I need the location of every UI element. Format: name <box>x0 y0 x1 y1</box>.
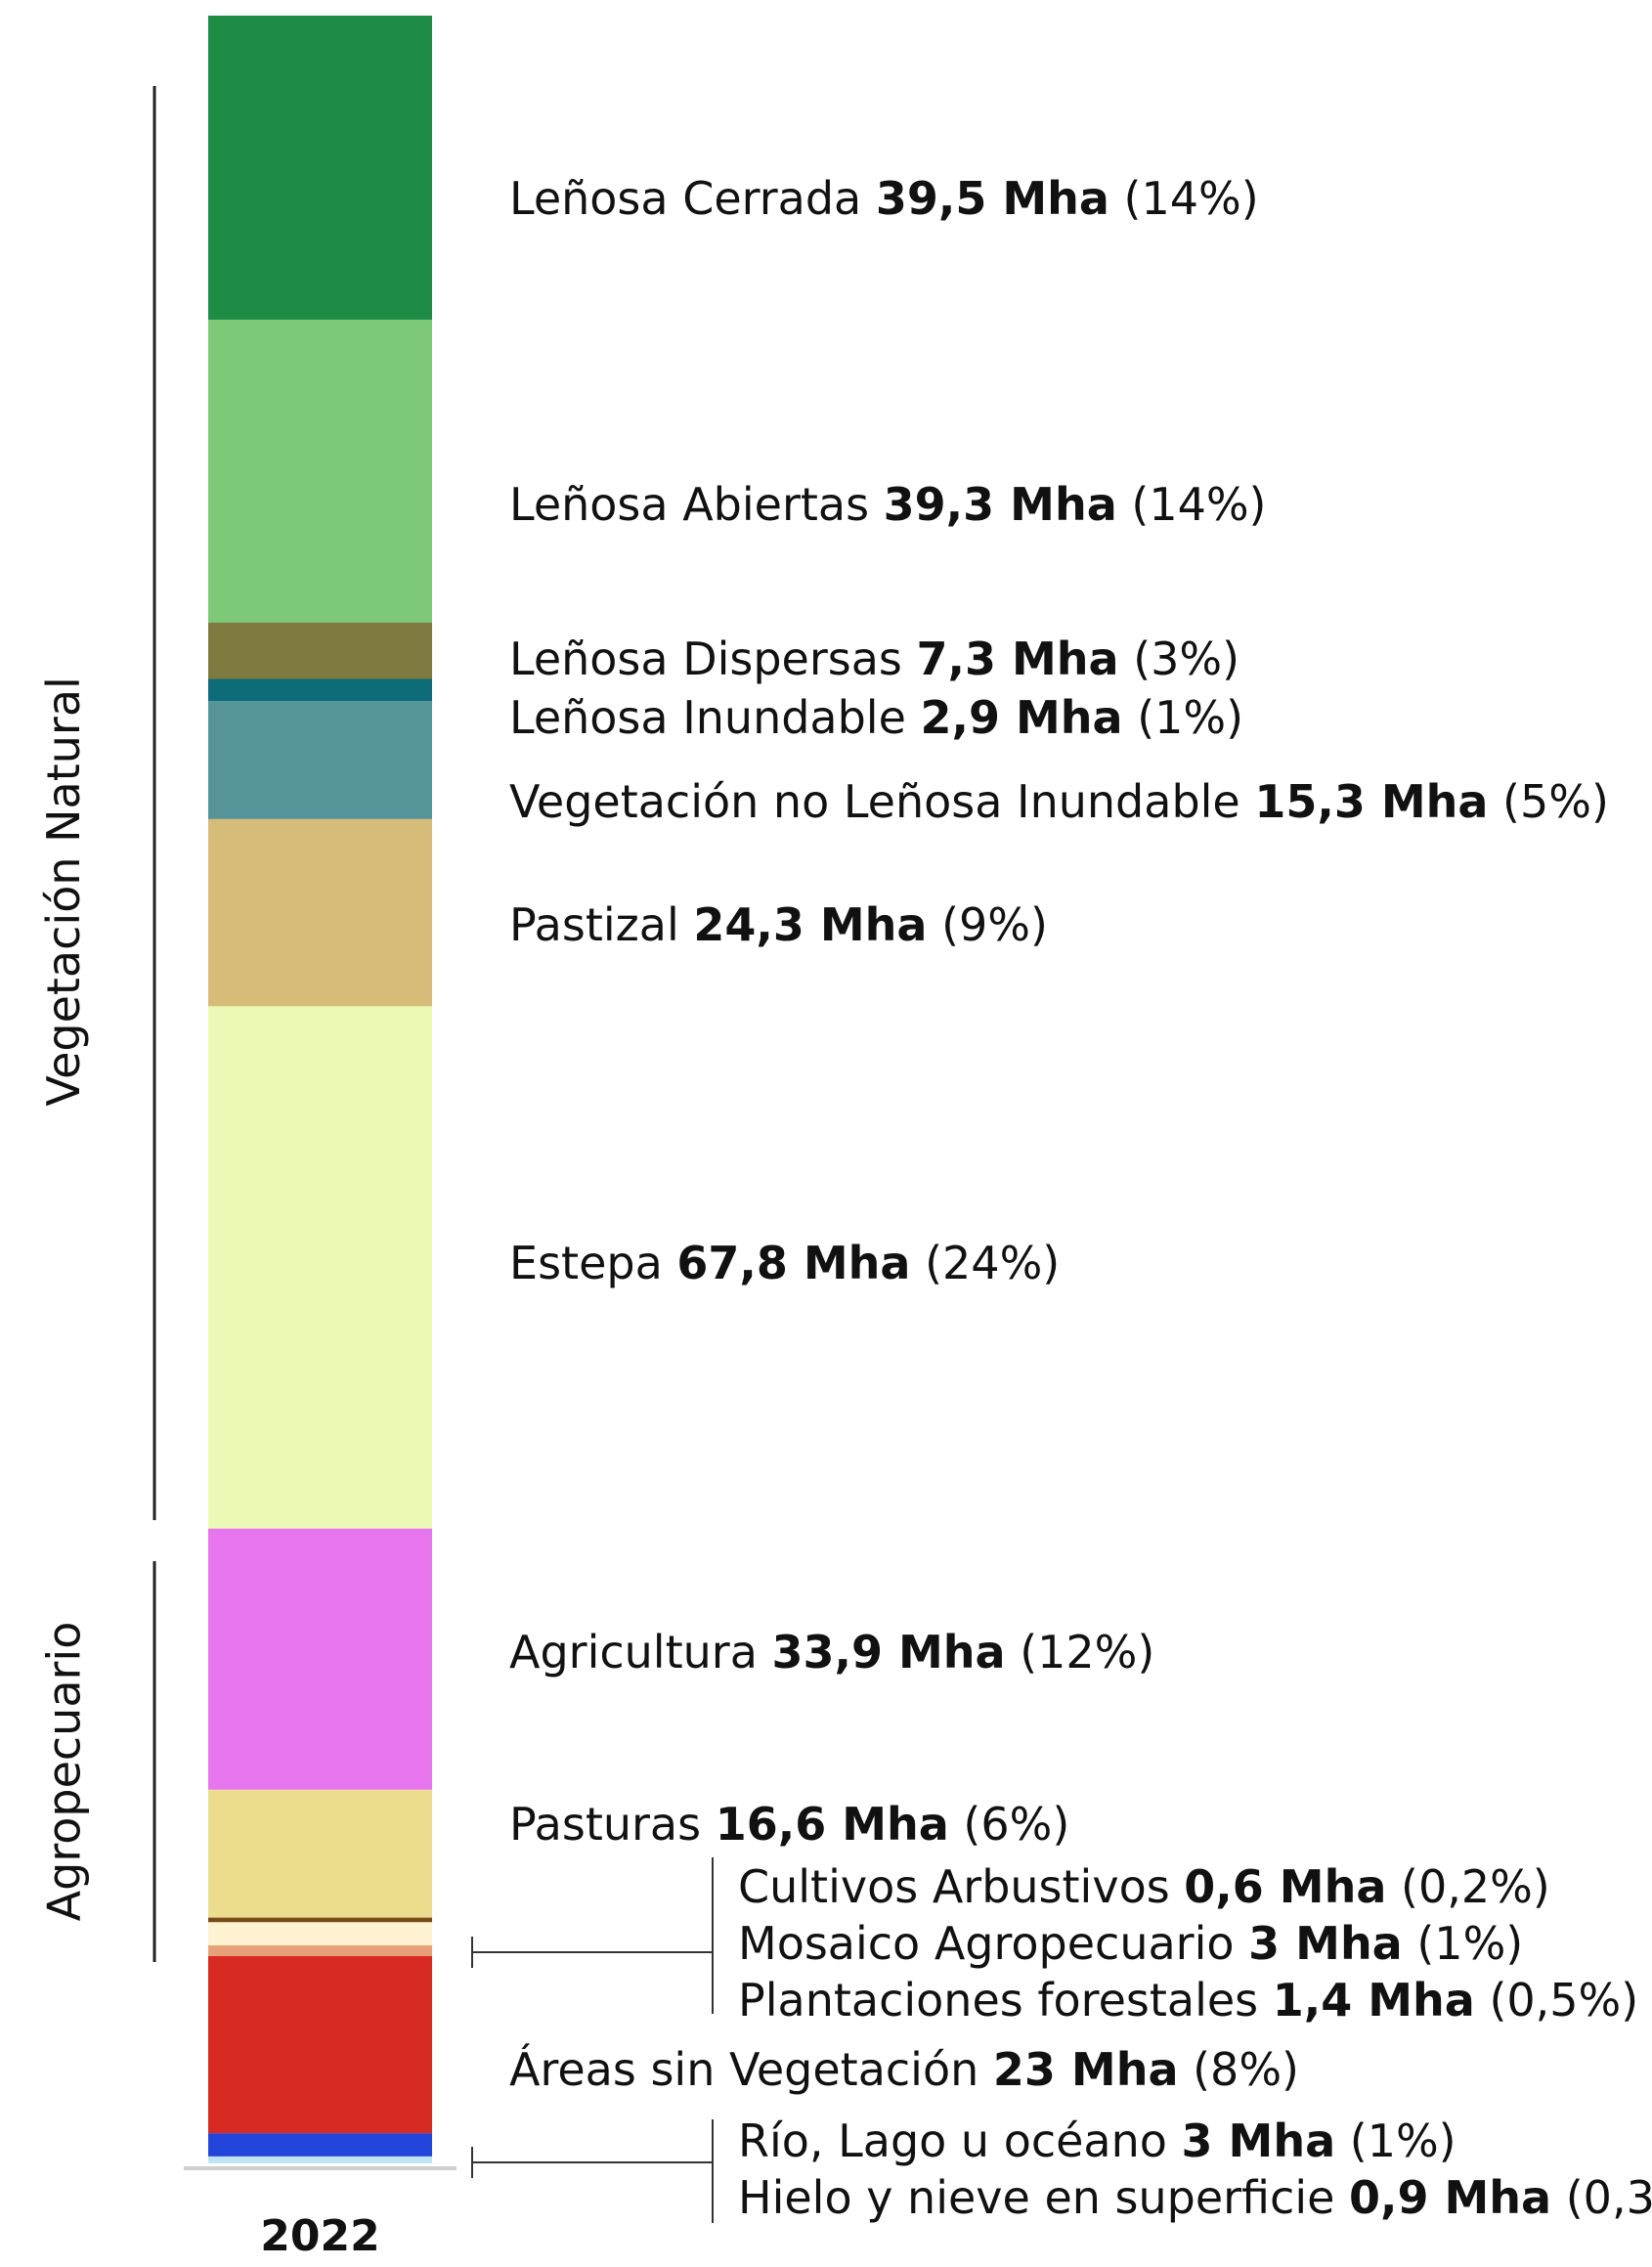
segment-category: Leñosa Cerrada <box>509 172 876 225</box>
segment-percent: (14%) <box>1116 478 1267 531</box>
segment-label-14: Hielo y nieve en superficie 0,9 Mha (0,3… <box>738 2175 1652 2220</box>
bar-segment-14 <box>208 2156 432 2163</box>
bar-segment-4 <box>208 701 432 819</box>
segment-percent: (5%) <box>1488 775 1609 828</box>
segment-label-7: Agricultura 33,9 Mha (12%) <box>509 1630 1154 1675</box>
segment-label-11: Plantaciones forestales 1,4 Mha (0,5%) <box>738 1978 1638 2023</box>
segment-value: 15,3 Mha <box>1254 775 1489 828</box>
segment-label-0: Leñosa Cerrada 39,5 Mha (14%) <box>509 176 1259 221</box>
segment-value: 3 Mha <box>1248 1917 1403 1970</box>
segment-value: 3 Mha <box>1181 2114 1336 2167</box>
segment-category: Leñosa Dispersas <box>509 632 917 685</box>
bar-segment-12 <box>208 1956 432 2134</box>
segment-category: Estepa <box>509 1237 677 1289</box>
segment-value: 24,3 Mha <box>693 898 928 951</box>
segment-label-10: Mosaico Agropecuario 3 Mha (1%) <box>738 1921 1523 1966</box>
bar-segment-10 <box>208 1922 432 1945</box>
segment-value: 1,4 Mha <box>1272 1974 1475 2027</box>
x-axis-category-label: 2022 <box>260 2211 380 2261</box>
segment-label-8: Pasturas 16,6 Mha (6%) <box>509 1802 1069 1847</box>
segment-value: 0,6 Mha <box>1184 1860 1387 1913</box>
bar-segment-2 <box>208 622 432 679</box>
segment-label-6: Estepa 67,8 Mha (24%) <box>509 1241 1060 1286</box>
bar-segment-7 <box>208 1528 432 1790</box>
segment-percent: (24%) <box>910 1237 1061 1289</box>
segment-value: 39,3 Mha <box>883 478 1117 531</box>
segment-percent: (1%) <box>1402 1917 1524 1970</box>
segment-label-9: Cultivos Arbustivos 0,6 Mha (0,2%) <box>738 1864 1550 1909</box>
segment-category: Cultivos Arbustivos <box>738 1860 1185 1913</box>
segment-value: 16,6 Mha <box>715 1798 949 1851</box>
bar-segment-3 <box>208 678 432 702</box>
group-label-vegetacion-natural: Vegetación Natural <box>36 676 90 1107</box>
segment-value: 23 Mha <box>992 2043 1179 2096</box>
segment-value: 33,9 Mha <box>771 1626 1006 1678</box>
bar-segment-13 <box>208 2133 432 2157</box>
segment-percent: (3%) <box>1118 632 1240 685</box>
segment-percent: (1%) <box>1335 2114 1456 2167</box>
segment-category: Pastizal <box>509 898 694 951</box>
segment-category: Hielo y nieve en superficie <box>738 2171 1350 2224</box>
bar-segment-8 <box>208 1789 432 1918</box>
segment-percent: (8%) <box>1178 2043 1299 2096</box>
segment-value: 67,8 Mha <box>676 1237 911 1289</box>
segment-label-2: Leñosa Dispersas 7,3 Mha (3%) <box>509 636 1239 681</box>
segment-percent: (12%) <box>1005 1626 1155 1678</box>
segment-percent: (9%) <box>927 898 1048 951</box>
segment-value: 7,3 Mha <box>916 632 1119 685</box>
bar-segment-6 <box>208 1006 432 1529</box>
segment-label-13: Río, Lago u océano 3 Mha (1%) <box>738 2118 1456 2163</box>
segment-label-4: Vegetación no Leñosa Inundable 15,3 Mha … <box>509 779 1609 824</box>
segment-value: 0,9 Mha <box>1349 2171 1552 2224</box>
segment-label-12: Áreas sin Vegetación 23 Mha (8%) <box>509 2047 1299 2092</box>
bar-segment-5 <box>208 818 432 1007</box>
segment-value: 39,5 Mha <box>875 172 1109 225</box>
segment-category: Leñosa Inundable <box>509 691 921 744</box>
group-label-agropecuario: Agropecuario <box>36 1621 90 1922</box>
segment-category: Áreas sin Vegetación <box>509 2043 993 2096</box>
segment-category: Agricultura <box>509 1626 772 1678</box>
segment-label-3: Leñosa Inundable 2,9 Mha (1%) <box>509 695 1243 740</box>
segment-category: Leñosa Abiertas <box>509 478 884 531</box>
segment-category: Vegetación no Leñosa Inundable <box>509 775 1255 828</box>
segment-percent: (0,5%) <box>1474 1974 1639 2027</box>
bar-segment-11 <box>208 1944 432 1957</box>
segment-category: Pasturas <box>509 1798 716 1851</box>
segment-percent: (6%) <box>948 1798 1070 1851</box>
segment-percent: (1%) <box>1122 691 1244 744</box>
segment-category: Plantaciones forestales <box>738 1974 1273 2027</box>
segment-percent: (0,3%) <box>1565 2171 1652 2224</box>
segment-category: Mosaico Agropecuario <box>738 1917 1249 1970</box>
segment-category: Río, Lago u océano <box>738 2114 1182 2167</box>
segment-percent: (14%) <box>1109 172 1259 225</box>
segment-label-5: Pastizal 24,3 Mha (9%) <box>509 902 1048 947</box>
segment-percent: (0,2%) <box>1386 1860 1550 1913</box>
segment-value: 2,9 Mha <box>920 691 1123 744</box>
bar-segment-9 <box>208 1917 432 1923</box>
bar-segment-0 <box>208 16 432 321</box>
bar-segment-1 <box>208 320 432 623</box>
segment-label-1: Leñosa Abiertas 39,3 Mha (14%) <box>509 482 1267 527</box>
